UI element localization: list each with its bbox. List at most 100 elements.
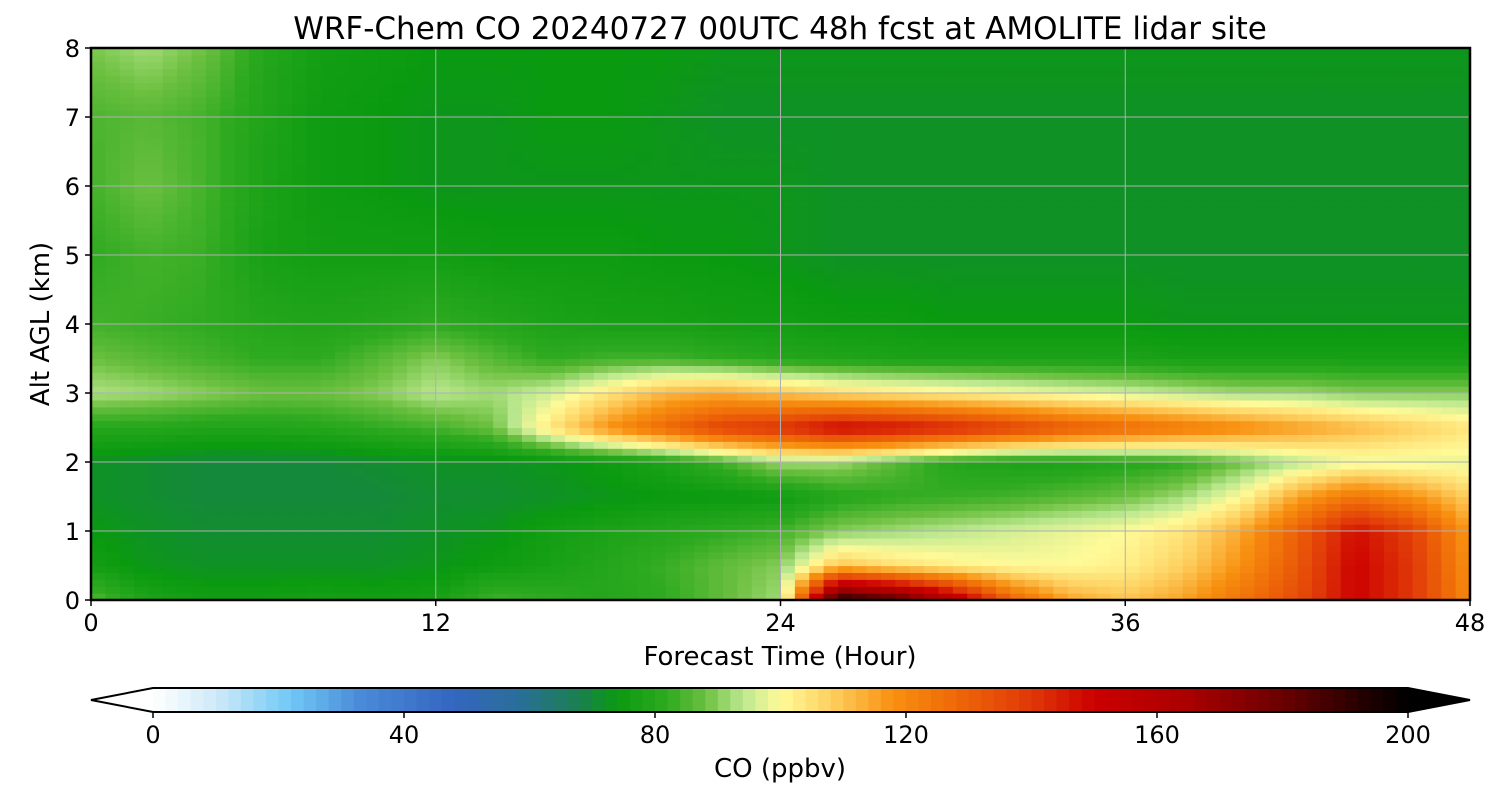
- heatmap-cell: [507, 558, 523, 567]
- heatmap-cell: [421, 282, 437, 291]
- heatmap-cell: [766, 303, 782, 311]
- heatmap-cell: [249, 593, 264, 600]
- heatmap-cell: [493, 524, 509, 532]
- heatmap-cell: [708, 503, 724, 511]
- heatmap-cell: [162, 434, 178, 442]
- heatmap-cell: [320, 255, 336, 263]
- heatmap-cell: [1197, 386, 1213, 394]
- heatmap-cell: [622, 544, 638, 553]
- heatmap-cell: [1067, 537, 1083, 546]
- heatmap-cell: [1168, 296, 1184, 304]
- heatmap-cell: [1024, 468, 1040, 477]
- heatmap-cell: [837, 448, 853, 456]
- heatmap-cell: [608, 386, 624, 394]
- heatmap-cell: [1153, 365, 1169, 373]
- heatmap-cell: [895, 524, 911, 532]
- heatmap-cell: [1197, 275, 1213, 284]
- heatmap-cell: [895, 586, 911, 594]
- heatmap-cell: [1211, 344, 1227, 353]
- heatmap-cell: [306, 282, 322, 291]
- heatmap-cell: [1197, 448, 1213, 456]
- heatmap-cell: [335, 303, 351, 311]
- heatmap-cell: [766, 496, 782, 504]
- heatmap-cell: [292, 372, 308, 380]
- heatmap-cell: [622, 261, 638, 270]
- heatmap-cell: [205, 303, 221, 311]
- heatmap-cell: [780, 337, 796, 346]
- heatmap-cell: [952, 413, 968, 422]
- heatmap-cell: [608, 241, 624, 249]
- heatmap-cell: [335, 275, 351, 284]
- heatmap-cell: [651, 379, 667, 387]
- heatmap-cell: [1182, 268, 1198, 277]
- heatmap-cell: [536, 586, 552, 594]
- heatmap-cell: [249, 558, 264, 567]
- heatmap-cell: [1010, 275, 1026, 284]
- heatmap-cell: [363, 593, 379, 600]
- heatmap-cell: [967, 531, 983, 539]
- heatmap-cell: [1311, 537, 1327, 546]
- heatmap-cell: [694, 503, 710, 511]
- heatmap-cell: [593, 261, 609, 270]
- heatmap-cell: [852, 475, 868, 484]
- heatmap-cell: [780, 475, 796, 484]
- heatmap-cell: [952, 579, 968, 587]
- heatmap-cell: [1283, 593, 1299, 600]
- heatmap-cell: [1426, 282, 1442, 291]
- heatmap-cell: [651, 261, 667, 270]
- heatmap-cell: [579, 275, 595, 284]
- heatmap-cell: [794, 496, 810, 504]
- heatmap-cell: [464, 551, 480, 560]
- heatmap-cell: [694, 489, 710, 498]
- heatmap-cell: [967, 565, 983, 573]
- heatmap-cell: [751, 531, 767, 539]
- heatmap-cell: [938, 275, 954, 284]
- heatmap-cell: [1455, 475, 1470, 484]
- heatmap-cell: [766, 524, 782, 532]
- heatmap-cell: [1455, 310, 1470, 318]
- heatmap-cell: [1024, 455, 1040, 463]
- heatmap-cell: [1283, 358, 1299, 366]
- heatmap-cell: [220, 434, 236, 442]
- heatmap-cell: [162, 248, 178, 256]
- heatmap-cell: [1125, 489, 1141, 498]
- heatmap-cell: [1139, 303, 1155, 311]
- heatmap-cell: [737, 496, 753, 504]
- heatmap-cell: [421, 386, 437, 394]
- heatmap-cell: [392, 565, 408, 573]
- heatmap-cell: [708, 255, 724, 263]
- heatmap-cell: [1383, 413, 1399, 422]
- heatmap-cell: [435, 544, 451, 553]
- heatmap-cell: [1082, 558, 1098, 567]
- heatmap-cell: [1340, 393, 1356, 401]
- heatmap-cell: [1412, 372, 1428, 380]
- heatmap-cell: [809, 275, 825, 284]
- heatmap-cell: [407, 531, 422, 539]
- heatmap-cell: [105, 565, 121, 573]
- heatmap-cell: [665, 296, 681, 304]
- heatmap-cell: [723, 248, 738, 256]
- heatmap-cell: [277, 351, 293, 360]
- heatmap-cell: [866, 475, 882, 484]
- heatmap-cell: [335, 593, 351, 600]
- heatmap-cell: [1311, 330, 1327, 339]
- heatmap-cell: [1110, 524, 1126, 532]
- heatmap-cell: [234, 593, 250, 600]
- heatmap-cell: [622, 427, 638, 435]
- heatmap-cell: [967, 517, 983, 525]
- heatmap-cell: [148, 337, 164, 346]
- heatmap-cell: [679, 468, 695, 477]
- heatmap-cell: [1455, 393, 1470, 401]
- heatmap-cell: [1297, 330, 1313, 339]
- heatmap-cell: [981, 434, 997, 442]
- heatmap-cell: [392, 544, 408, 553]
- heatmap-cell: [909, 565, 925, 573]
- heatmap-cell: [593, 248, 609, 256]
- heatmap-cell: [881, 579, 897, 587]
- heatmap-cell: [550, 517, 566, 525]
- heatmap-cell: [1082, 510, 1098, 518]
- heatmap-cell: [694, 248, 710, 256]
- heatmap-cell: [191, 275, 207, 284]
- heatmap-cell: [565, 413, 580, 422]
- heatmap-cell: [1355, 579, 1371, 587]
